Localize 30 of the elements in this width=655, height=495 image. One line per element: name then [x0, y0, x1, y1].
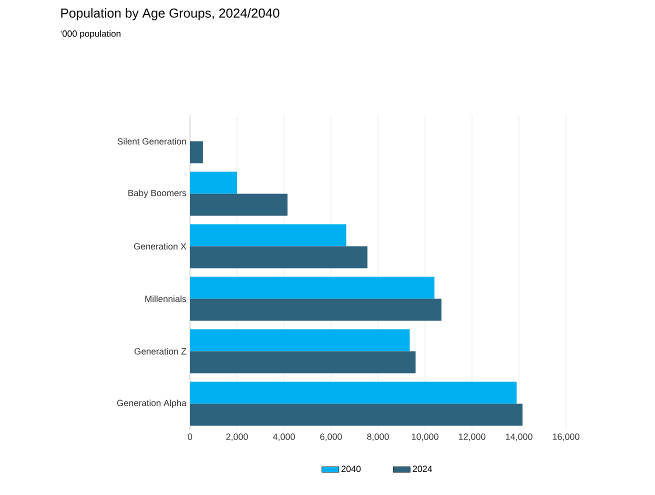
- chart-title: Population by Age Groups, 2024/2040: [61, 8, 280, 20]
- x-tick-label: 10,000: [412, 434, 438, 441]
- y-tick-label: Generation Z: [134, 348, 186, 355]
- y-tick-label: Generation X: [134, 242, 186, 250]
- x-tick-label: 8,000: [367, 434, 389, 441]
- bar: [190, 172, 237, 194]
- bar: [190, 246, 368, 268]
- x-tick-label: 16,000: [552, 434, 580, 441]
- text: ‘000 population: [60, 30, 120, 39]
- x-tick-label: 0: [188, 434, 192, 440]
- x-tick-label: 2,000: [226, 434, 248, 441]
- x-tick-label: 14,000: [506, 434, 532, 441]
- y-tick-label: Generation Alpha: [117, 400, 186, 408]
- bar: [190, 224, 346, 246]
- y-tick-label: Millennials: [145, 295, 186, 302]
- x-tick-label: 4,000: [272, 434, 295, 441]
- bar: [190, 329, 410, 352]
- x-tick-label: 12,000: [458, 434, 486, 441]
- y-tick-label: Silent Generation: [118, 138, 186, 145]
- bar: [190, 382, 517, 404]
- x-tick-label: 6,000: [320, 434, 342, 441]
- bar: [190, 194, 288, 216]
- y-tick-label: Baby Boomers: [128, 190, 186, 198]
- bar: [190, 141, 203, 164]
- bar: [190, 404, 523, 426]
- legend-label: 2024: [412, 466, 432, 472]
- bar: [190, 298, 442, 321]
- bar: [190, 351, 416, 374]
- bar: [190, 276, 434, 299]
- legend-label: 2040: [342, 466, 361, 472]
